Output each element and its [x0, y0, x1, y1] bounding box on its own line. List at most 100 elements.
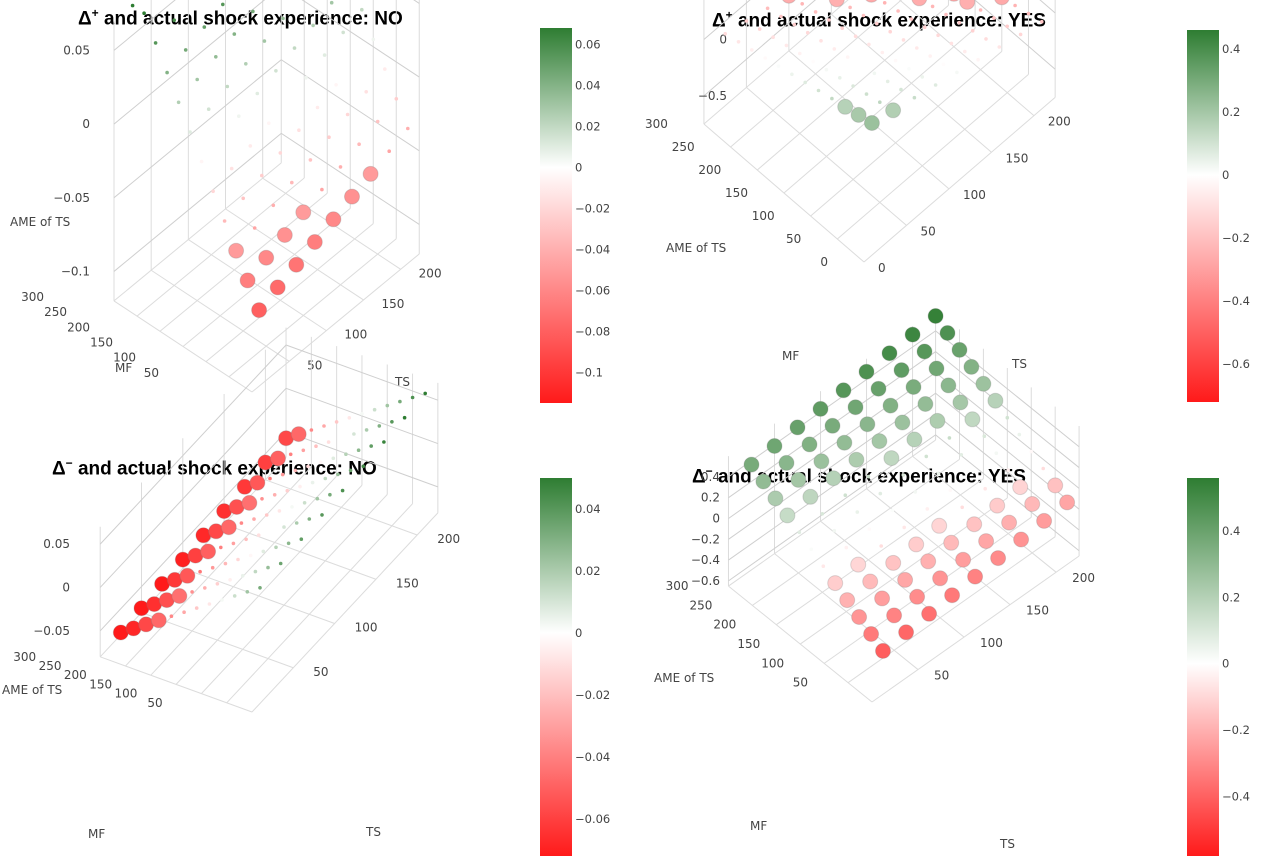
- data-point: [845, 55, 850, 59]
- ts-axis-label: TS: [365, 825, 381, 839]
- data-point: [766, 438, 783, 454]
- data-point: [251, 9, 255, 14]
- gridline: [113, 0, 420, 51]
- mf-tick-label: 250: [672, 140, 695, 154]
- data-point: [153, 41, 158, 45]
- colorbar-tick-label: −0.02: [575, 688, 610, 702]
- data-point: [207, 602, 212, 606]
- z-tick-label: 0: [82, 117, 90, 131]
- data-point: [948, 488, 953, 493]
- data-point: [949, 41, 954, 46]
- ts-axis-ticks: 200 150 100 50 0: [878, 115, 1071, 275]
- data-point: [218, 137, 222, 141]
- data-point: [290, 426, 307, 443]
- data-point: [906, 431, 923, 448]
- data-point: [369, 444, 374, 448]
- data-point: [890, 508, 895, 513]
- data-point: [1006, 468, 1010, 472]
- data-point: [967, 568, 984, 585]
- data-point: [936, 471, 941, 476]
- gridline: [113, 162, 282, 302]
- scatter-plot-3d[interactable]: 0.50−0.5300250200150100500200150100500AM…: [632, 0, 1152, 430]
- colorbar-tick-label: 0.04: [575, 502, 601, 516]
- data-point: [232, 32, 237, 36]
- data-point: [765, 6, 770, 11]
- data-point: [371, 37, 376, 42]
- data-point: [255, 91, 260, 96]
- data-point: [870, 380, 887, 397]
- data-point: [253, 569, 258, 574]
- ts-tick-label: 200: [437, 532, 460, 546]
- data-points: [130, 0, 410, 319]
- data-point: [364, 428, 369, 432]
- data-point: [983, 486, 987, 491]
- data-point: [211, 189, 215, 194]
- data-point: [338, 165, 343, 169]
- mf-tick-label: 150: [737, 637, 760, 651]
- data-point: [971, 469, 976, 474]
- data-point: [290, 180, 294, 185]
- data-point: [933, 83, 938, 87]
- data-point: [294, 521, 299, 525]
- data-point: [202, 25, 207, 29]
- data-point: [347, 416, 352, 420]
- data-point: [813, 10, 818, 14]
- z-tick-label: −0.5: [698, 89, 727, 103]
- scatter-plot-3d[interactable]: 0.050−0.05−0.130025020015010050200150100…: [0, 0, 500, 430]
- data-point: [423, 391, 428, 396]
- scatter-plot-3d[interactable]: 0.40.20−0.2−0.4−0.6300250200150100502001…: [632, 308, 1152, 864]
- ts-axis-ticks: 200 150 100 50: [307, 266, 441, 372]
- gridline: [136, 177, 305, 317]
- data-point: [947, 436, 952, 440]
- z-axis-ticks: 0.50−0.5: [698, 33, 727, 103]
- colorbar-tick-label: −0.06: [575, 283, 610, 297]
- data-point: [757, 27, 762, 31]
- mf-tick-label: 150: [90, 335, 113, 349]
- gridline: [125, 466, 312, 667]
- z-tick-label: 0: [62, 580, 70, 594]
- data-point: [994, 451, 999, 455]
- data-point: [223, 561, 228, 566]
- z-axis-ticks: 0.05 0 −0.05 −0.1: [53, 43, 90, 278]
- data-point: [406, 126, 410, 131]
- data-point: [310, 480, 315, 485]
- ts-axis-ticks: 200 150 100 50: [313, 532, 460, 679]
- data-point: [957, 20, 962, 25]
- data-point: [963, 49, 967, 54]
- gridline: [783, 28, 976, 194]
- gridline: [752, 458, 960, 606]
- mf-tick-label: 50: [147, 696, 162, 710]
- data-point: [861, 13, 866, 18]
- data-point: [975, 375, 992, 392]
- data-point: [800, 2, 804, 6]
- data-point: [292, 46, 297, 50]
- data-point: [281, 16, 285, 21]
- data-point: [1041, 466, 1045, 471]
- ts-tick-label: 200: [1072, 571, 1095, 585]
- data-point: [306, 234, 323, 250]
- data-point: [410, 395, 415, 400]
- data-point: [922, 25, 927, 30]
- data-point: [858, 363, 875, 380]
- data-point: [882, 397, 899, 414]
- gridline: [728, 439, 936, 587]
- gridline: [201, 494, 388, 694]
- data-point: [925, 507, 930, 511]
- z-tick-label: −0.05: [53, 191, 90, 205]
- ts-tick-label: 150: [382, 297, 405, 311]
- colorbar: 0.4 0.2 0 −0.2 −0.4: [1187, 478, 1265, 861]
- data-point: [878, 100, 882, 104]
- data-point: [240, 573, 245, 578]
- data-point: [307, 517, 312, 521]
- gridline: [228, 238, 397, 378]
- data-point: [334, 83, 338, 87]
- data-point: [850, 556, 867, 573]
- scatter-plot-3d[interactable]: 0.050−0.053002502001501005020015010050AM…: [0, 327, 520, 864]
- data-point: [278, 561, 283, 566]
- ts-axis-label: TS: [999, 837, 1015, 851]
- data-point: [990, 550, 1007, 567]
- mf-tick-label: 200: [713, 618, 736, 632]
- data-point: [850, 106, 867, 123]
- data-point: [951, 341, 968, 358]
- data-point: [282, 525, 286, 529]
